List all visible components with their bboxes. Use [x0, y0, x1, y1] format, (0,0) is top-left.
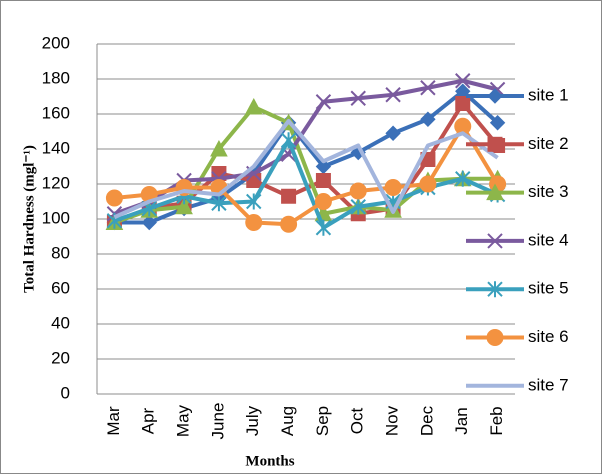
- x-tick-label: Nov: [383, 405, 402, 436]
- marker: [349, 182, 367, 200]
- y-tick-label: 200: [42, 33, 70, 52]
- series-line: [113, 119, 499, 220]
- x-axis-title: Months: [245, 453, 294, 469]
- x-tick-label: Aug: [278, 406, 297, 436]
- marker: [385, 125, 401, 141]
- marker: [210, 139, 228, 157]
- marker: [246, 193, 262, 210]
- y-tick-label: 140: [42, 138, 70, 157]
- marker: [487, 233, 503, 249]
- marker: [455, 96, 471, 111]
- y-tick-label: 40: [51, 313, 70, 332]
- marker: [175, 197, 193, 215]
- marker: [280, 215, 298, 233]
- legend-label: site 1: [528, 85, 569, 104]
- legend-label: site 2: [528, 134, 569, 153]
- y-tick-label: 60: [51, 278, 70, 297]
- marker: [489, 115, 506, 131]
- x-tick-label: Sep: [313, 406, 332, 436]
- marker: [350, 90, 366, 106]
- marker: [245, 214, 263, 231]
- legend-label: site 4: [528, 230, 569, 249]
- y-tick-label: 100: [42, 208, 70, 227]
- marker: [384, 179, 402, 196]
- y-tick-label: 80: [51, 243, 70, 262]
- x-tick-label: Apr: [139, 407, 158, 434]
- x-tick-label: Jan: [452, 407, 471, 434]
- marker: [486, 329, 504, 346]
- x-tick-label: Feb: [487, 406, 506, 435]
- y-tick-label: 180: [42, 68, 70, 87]
- marker: [420, 80, 436, 96]
- marker: [314, 193, 332, 210]
- y-tick-label: 120: [42, 173, 70, 192]
- x-tick-label: Mar: [104, 406, 123, 436]
- marker: [211, 195, 227, 212]
- marker: [280, 132, 297, 149]
- marker: [105, 189, 123, 207]
- x-tick-label: July: [243, 405, 262, 436]
- y-tick-label: 20: [51, 348, 70, 367]
- marker: [385, 87, 401, 103]
- y-axis-title: Total Hardness (mgl⁻¹): [21, 145, 37, 293]
- x-tick-label: June: [208, 403, 227, 440]
- marker: [315, 173, 331, 188]
- y-tick-label: 160: [42, 103, 70, 122]
- marker: [487, 281, 503, 298]
- marker: [419, 175, 437, 193]
- x-tick-label: Oct: [348, 408, 367, 435]
- marker: [281, 188, 297, 204]
- marker: [455, 170, 471, 187]
- marker: [487, 136, 503, 152]
- marker: [487, 88, 503, 104]
- marker: [420, 111, 436, 127]
- legend-label: site 6: [528, 327, 569, 346]
- legend-label: site 5: [528, 279, 569, 298]
- x-tick-label: Dec: [417, 405, 436, 436]
- legend-label: site 7: [528, 375, 569, 394]
- marker: [315, 94, 332, 110]
- marker: [244, 97, 263, 115]
- y-tick-label: 0: [61, 383, 70, 402]
- x-tick-label: May: [174, 404, 193, 437]
- marker: [315, 219, 332, 236]
- marker: [486, 183, 504, 201]
- marker: [350, 198, 366, 215]
- marker: [141, 214, 157, 231]
- marker: [455, 73, 471, 89]
- legend-label: site 3: [528, 182, 569, 201]
